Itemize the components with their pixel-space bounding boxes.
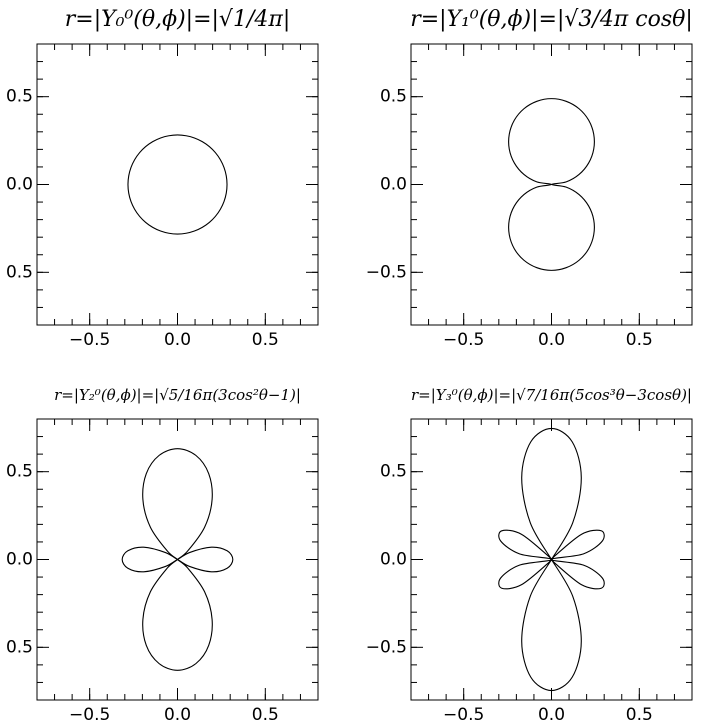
chart-title: r=|Y₂⁰(θ,ϕ)|=|√5/16π(3cos²θ−1)| [54, 386, 301, 404]
x-tick-label: 0.5 [626, 330, 653, 350]
polar-curve [127, 134, 228, 235]
x-tick-label: −0.5 [443, 705, 484, 725]
x-tick-label: −0.5 [443, 330, 484, 350]
y-tick-label: 0.5 [380, 87, 407, 107]
y-tick-label: 0.5 [6, 637, 33, 657]
x-tick-label: 0.0 [538, 330, 565, 350]
polar-curve [498, 427, 605, 692]
y-tick-label: 0.5 [380, 462, 407, 482]
y-tick-label: 0.0 [6, 550, 33, 570]
chart-title: r=|Y₀⁰(θ,ϕ)|=|√1/4π| [65, 7, 290, 32]
x-tick-label: 0.5 [252, 705, 279, 725]
y-tick-label: 0.5 [6, 262, 33, 282]
plot-frame [36, 43, 319, 326]
y-tick-label: 0.5 [6, 462, 33, 482]
y-tick-label: 0.0 [380, 175, 407, 195]
y-tick-label: 0.0 [380, 550, 407, 570]
y-tick-label: 0.0 [6, 175, 33, 195]
y-tick-label: −0.5 [366, 262, 407, 282]
chart-title: r=|Y₃⁰(θ,ϕ)|=|√7/16π(5cos³θ−3cosθ)| [411, 386, 692, 404]
x-tick-label: −0.5 [69, 330, 110, 350]
chart-title: r=|Y₁⁰(θ,ϕ)|=|√3/4π cosθ| [410, 7, 693, 32]
polar-curve [121, 448, 234, 671]
x-tick-label: 0.5 [252, 330, 279, 350]
x-tick-label: 0.0 [164, 705, 191, 725]
y-tick-label: −0.5 [366, 637, 407, 657]
x-tick-label: 0.0 [538, 705, 565, 725]
y-tick-label: 0.5 [6, 87, 33, 107]
x-tick-label: 0.5 [626, 705, 653, 725]
polar-curve [508, 98, 595, 271]
x-tick-label: −0.5 [69, 705, 110, 725]
x-tick-label: 0.0 [164, 330, 191, 350]
